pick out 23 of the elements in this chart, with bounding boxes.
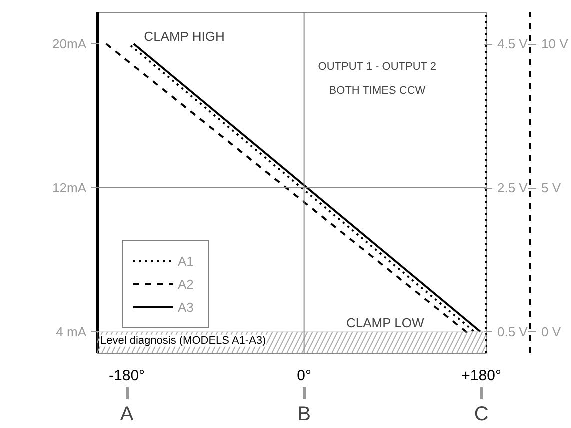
annotation: OUTPUT 1 - OUTPUT 2 — [318, 61, 436, 74]
band-label: Level diagnosis (MODELS A1-A3) — [100, 334, 266, 347]
y-tick-label: 4 mA — [56, 324, 87, 340]
text: A — [120, 404, 134, 426]
y3-tick-label: 5 V — [542, 180, 562, 196]
y2-tick-label: 4.5 V — [498, 36, 528, 52]
legend-label: A1 — [178, 254, 195, 268]
text: B — [298, 404, 311, 426]
y3-tick-label: 0 V — [542, 324, 562, 340]
annotation: CLAMP HIGH — [144, 28, 225, 44]
legend-label: A2 — [178, 276, 195, 292]
x-tick-label: +180° — [462, 368, 502, 384]
y-tick-label: 12mA — [52, 180, 87, 196]
legend-label: A3 — [178, 300, 195, 314]
x-tick-label: -180° — [109, 368, 146, 384]
y3-tick-label: 10 V — [542, 36, 569, 52]
annotation: BOTH TIMES CCW — [329, 84, 426, 97]
y2-tick-label: 2.5 V — [498, 180, 528, 196]
x-tick-label: 0° — [297, 368, 312, 384]
y-tick-label: 20mA — [52, 36, 87, 52]
annotation: CLAMP LOW — [346, 315, 425, 330]
text: C — [474, 404, 489, 426]
y2-tick-label: 0.5 V — [498, 324, 528, 340]
